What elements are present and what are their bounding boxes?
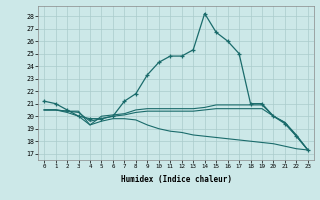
X-axis label: Humidex (Indice chaleur): Humidex (Indice chaleur): [121, 175, 231, 184]
